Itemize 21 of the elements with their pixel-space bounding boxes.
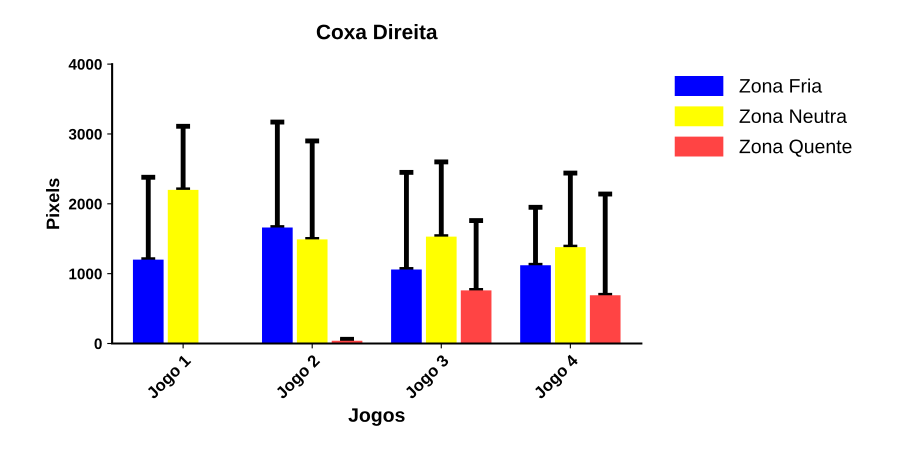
y-tick-label: 0: [94, 338, 102, 350]
x-axis-title: Jogos: [348, 408, 405, 426]
bar: [555, 247, 586, 344]
bar: [168, 190, 198, 344]
bar: [132, 260, 164, 344]
bar: [520, 265, 551, 344]
bar: [296, 239, 328, 344]
y-tick-label: 3000: [68, 128, 102, 140]
y-tick-label: 2000: [68, 198, 102, 210]
chart-title: Coxa Direita: [316, 24, 438, 40]
y-tick-label: 1000: [69, 268, 102, 280]
bar: [590, 295, 621, 344]
legend-label: Zona Fria: [740, 78, 822, 93]
legend-label: Zona Quente: [740, 140, 852, 157]
y-axis-title: Pixels: [46, 178, 60, 229]
bar: [391, 269, 422, 344]
bar: [262, 228, 293, 344]
bar: [426, 236, 457, 344]
legend-label: Zona Neutra: [740, 109, 847, 124]
y-tick-label: 4000: [68, 58, 102, 70]
bar: [460, 290, 492, 344]
